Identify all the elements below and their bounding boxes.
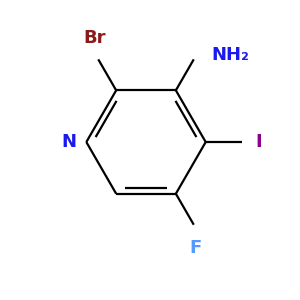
Text: NH₂: NH₂	[211, 46, 249, 64]
Text: Br: Br	[83, 29, 106, 47]
Text: F: F	[189, 239, 202, 257]
Text: I: I	[256, 133, 262, 151]
Text: N: N	[61, 133, 76, 151]
